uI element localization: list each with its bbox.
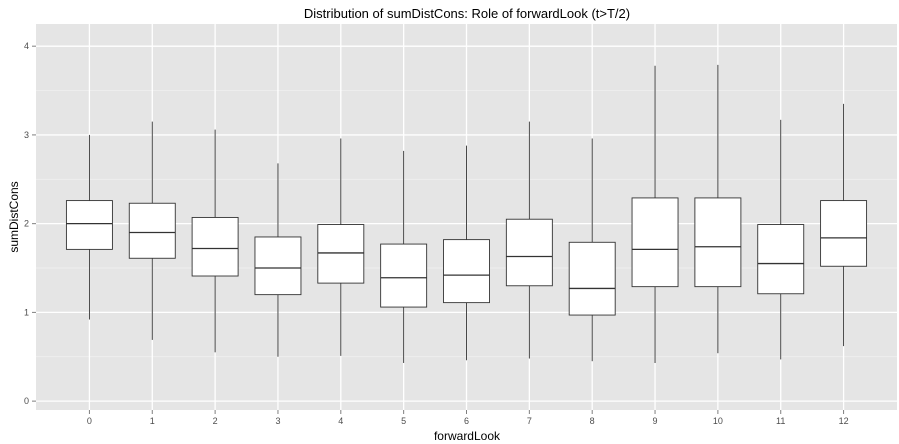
y-tick-label: 4 — [24, 41, 29, 51]
box-6 — [443, 145, 490, 361]
x-axis-label: forwardLook — [434, 429, 501, 443]
box-iqr — [694, 197, 742, 288]
x-tick-label: 9 — [653, 416, 658, 426]
box-iqr — [505, 218, 553, 287]
x-tick-label: 4 — [338, 416, 343, 426]
chart-title: Distribution of sumDistCons: Role of for… — [304, 6, 630, 21]
box-7 — [505, 121, 553, 359]
x-tick-label: 11 — [776, 416, 785, 426]
box-iqr — [757, 224, 805, 295]
x-tick-label: 7 — [527, 416, 532, 426]
y-tick-label: 0 — [24, 396, 29, 406]
box-12 — [820, 103, 868, 347]
x-tick-label: 10 — [713, 416, 723, 426]
box-8 — [568, 138, 616, 362]
x-tick-label: 12 — [839, 416, 849, 426]
box-iqr — [128, 202, 176, 259]
box-11 — [757, 119, 805, 360]
box-2 — [191, 129, 239, 353]
box-iqr — [65, 200, 113, 250]
box-4 — [317, 138, 365, 356]
y-axis-label: sumDistCons — [7, 181, 21, 252]
box-iqr — [254, 236, 302, 296]
x-tick-label: 5 — [401, 416, 406, 426]
box-iqr — [191, 216, 239, 277]
y-axis-ticks: 0 1 2 3 4 — [24, 41, 36, 406]
box-iqr — [820, 200, 868, 267]
box-iqr — [317, 224, 365, 284]
box-iqr — [568, 241, 616, 316]
x-tick-label: 8 — [590, 416, 595, 426]
box-iqr — [443, 239, 490, 304]
x-tick-label: 0 — [87, 416, 92, 426]
box-0 — [65, 134, 113, 320]
x-axis-ticks: 0 1 2 3 4 5 6 7 8 9 10 11 12 — [87, 410, 849, 426]
y-tick-label: 1 — [24, 307, 29, 317]
box-iqr — [631, 197, 679, 288]
box-1 — [128, 121, 176, 340]
boxes — [65, 64, 868, 363]
box-5 — [380, 150, 428, 363]
y-tick-label: 3 — [24, 130, 29, 140]
x-tick-label: 3 — [275, 416, 280, 426]
x-tick-label: 6 — [464, 416, 469, 426]
box-3 — [254, 163, 302, 357]
x-tick-label: 1 — [150, 416, 155, 426]
x-tick-label: 2 — [213, 416, 218, 426]
box-10 — [694, 64, 742, 354]
y-tick-label: 2 — [24, 219, 29, 229]
box-9 — [631, 65, 679, 363]
box-iqr — [380, 243, 428, 308]
